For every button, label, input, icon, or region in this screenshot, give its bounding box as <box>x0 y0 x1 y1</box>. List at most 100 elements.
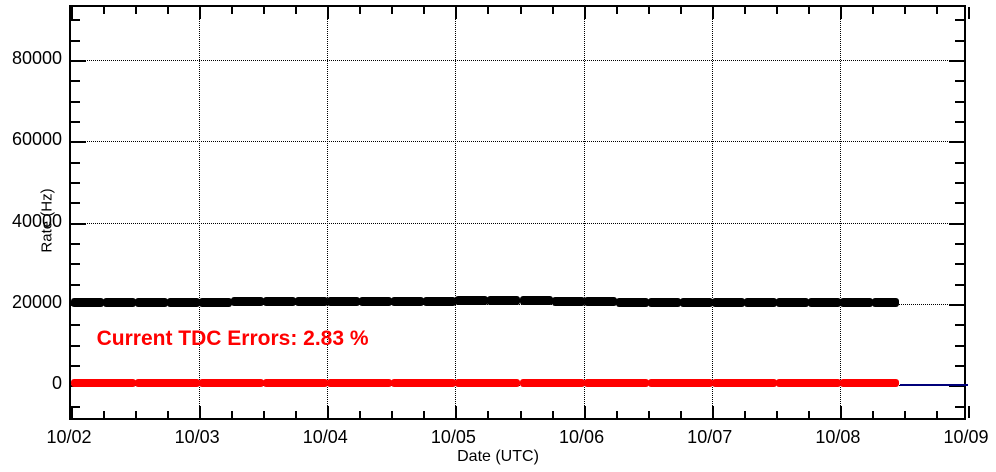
x-tick-minor-top <box>359 7 362 14</box>
y-tick-minor <box>71 161 80 164</box>
y-tick-major-right <box>949 141 964 144</box>
series-tdc-error-rate-segment <box>327 379 393 388</box>
y-tick-minor <box>71 120 80 123</box>
x-tick-label: 10/09 <box>943 427 989 447</box>
x-tick-minor-top <box>647 7 650 14</box>
x-tick-label: 10/07 <box>687 427 733 447</box>
gridline-vertical <box>583 7 585 418</box>
series-total-rate-segment <box>551 296 585 306</box>
series-total-rate-segment <box>71 298 105 308</box>
y-tick-label: 0 <box>51 373 62 394</box>
y-tick-minor <box>71 19 80 22</box>
x-tick-minor <box>807 411 810 418</box>
x-tick-label: 10/04 <box>302 427 348 447</box>
x-tick-major-top <box>455 7 458 19</box>
y-tick-label: 20000 <box>11 292 62 312</box>
gridline-horizontal <box>71 141 964 143</box>
series-total-rate-segment <box>743 298 777 308</box>
x-tick-minor <box>519 411 522 418</box>
x-tick-minor <box>295 411 298 418</box>
x-tick-minor <box>391 411 394 418</box>
x-tick-major-top <box>839 7 842 19</box>
x-tick-minor-top <box>871 7 874 14</box>
x-tick-minor-top <box>103 7 106 14</box>
x-tick-minor <box>135 411 138 418</box>
y-tick-minor <box>71 39 80 42</box>
x-tick-minor <box>647 411 650 418</box>
series-tdc-error-rate-segment <box>135 379 201 388</box>
series-tdc-error-rate-segment <box>839 379 899 388</box>
x-tick-minor <box>487 411 490 418</box>
x-tick-major-top <box>711 7 714 19</box>
x-tick-minor <box>359 411 362 418</box>
gridline-vertical <box>199 7 201 418</box>
x-tick-major <box>583 406 586 418</box>
y-tick-major <box>71 222 86 225</box>
x-tick-minor-top <box>231 7 234 14</box>
y-tick-major-right <box>949 222 964 225</box>
y-tick-minor-right <box>955 202 964 205</box>
x-tick-minor-top <box>903 7 906 14</box>
y-tick-major-right <box>949 304 964 306</box>
x-tick-major <box>711 406 714 418</box>
gridline-horizontal <box>71 222 964 224</box>
series-total-rate-segment <box>807 297 841 307</box>
x-tick-minor <box>871 411 874 418</box>
x-tick-minor <box>423 411 426 418</box>
series-tdc-error-rate-segment <box>519 379 585 388</box>
tdc-error-annotation: Current TDC Errors: 2.83 % <box>96 326 369 350</box>
x-tick-minor <box>103 411 106 418</box>
series-tdc-error-rate-segment <box>583 379 649 388</box>
x-tick-minor-top <box>487 7 490 14</box>
x-tick-major <box>327 406 330 418</box>
x-axis-title: Date (UTC) <box>457 448 539 465</box>
x-tick-minor-top <box>135 7 138 14</box>
y-tick-label: 40000 <box>11 210 62 231</box>
x-tick-major <box>968 406 970 418</box>
series-total-rate-segment <box>391 296 425 306</box>
x-tick-minor-top <box>423 7 426 14</box>
series-total-rate-segment <box>135 297 169 307</box>
x-tick-major-top <box>71 7 73 19</box>
y-tick-minor-right <box>955 344 964 347</box>
series-total-rate-segment <box>423 296 457 306</box>
y-tick-minor-right <box>955 100 964 103</box>
series-total-rate-segment <box>167 297 201 307</box>
x-tick-minor-top <box>775 7 778 14</box>
x-tick-minor-top <box>615 7 618 14</box>
x-tick-major-top <box>199 7 202 19</box>
x-tick-minor-top <box>519 7 522 14</box>
series-total-rate-segment <box>231 297 265 307</box>
x-tick-minor <box>935 411 938 418</box>
x-tick-minor-top <box>295 7 298 14</box>
y-tick-minor <box>71 344 80 347</box>
y-axis-tick-labels: 80000 60000 40000 20000 0 <box>0 0 62 472</box>
y-tick-major <box>71 59 86 62</box>
y-tick-minor-right <box>955 324 964 327</box>
series-tdc-error-rate-segment <box>775 379 841 388</box>
y-tick-minor <box>71 324 80 327</box>
series-total-rate-segment <box>263 297 297 307</box>
x-tick-major-top <box>327 7 330 19</box>
y-tick-minor <box>71 100 80 103</box>
y-tick-minor-right <box>955 263 964 266</box>
x-tick-major <box>455 406 458 418</box>
y-tick-major-right <box>949 385 964 388</box>
x-tick-minor-top <box>263 7 266 14</box>
x-tick-label: 10/02 <box>46 427 92 447</box>
series-total-rate-segment <box>839 297 873 307</box>
y-tick-minor-right <box>955 80 964 83</box>
y-tick-minor <box>71 263 80 266</box>
series-total-rate-segment <box>519 296 553 306</box>
x-tick-label: 10/05 <box>430 427 476 447</box>
series-total-rate-segment <box>615 297 649 307</box>
series-total-rate-segment <box>359 296 393 306</box>
y-tick-minor <box>71 80 80 83</box>
y-tick-minor-right <box>955 120 964 123</box>
y-tick-minor-right <box>955 39 964 42</box>
x-tick-major-top <box>968 7 970 19</box>
series-baseline-extension <box>900 384 968 387</box>
y-tick-minor <box>71 405 80 408</box>
y-tick-minor-right <box>955 19 964 22</box>
x-tick-minor-top <box>743 7 746 14</box>
